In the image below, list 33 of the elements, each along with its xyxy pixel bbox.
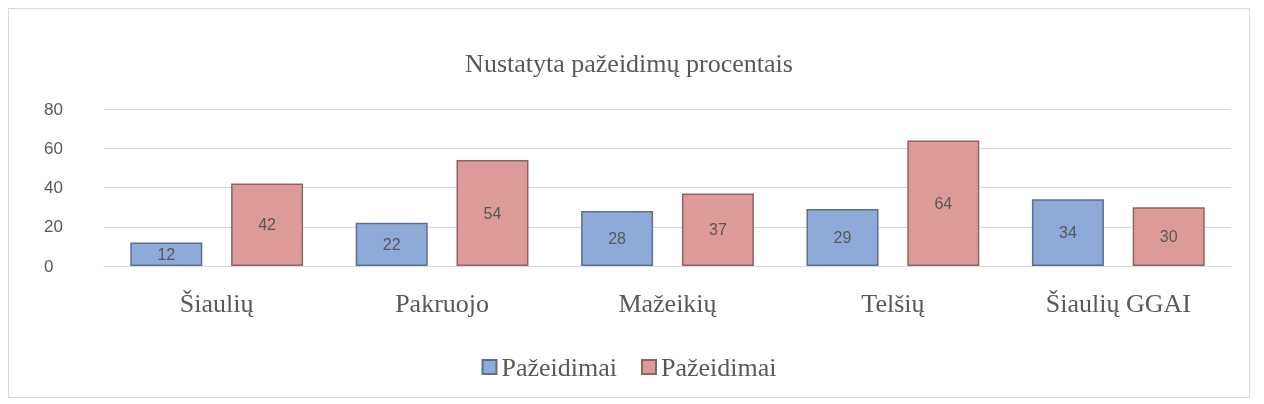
legend-label: Pažeidimai: [501, 352, 617, 382]
y-tick-label: 80: [44, 99, 63, 119]
legend-label: Pažeidimai: [661, 352, 777, 382]
data-label: 12: [157, 245, 176, 263]
data-label: 28: [608, 230, 627, 248]
data-label: 42: [258, 216, 277, 234]
y-tick-label: 40: [44, 178, 63, 197]
bar: [1132, 207, 1205, 266]
bar: [681, 193, 754, 266]
data-label: 34: [1059, 224, 1077, 242]
data-label: 29: [833, 229, 852, 247]
bar: [907, 140, 980, 266]
y-tick-label: 0: [44, 256, 54, 276]
data-label: 64: [934, 194, 953, 212]
y-tick-label: 60: [44, 138, 63, 158]
x-tick-label: Pakruojo: [395, 288, 490, 318]
data-label: 37: [709, 221, 727, 239]
y-tick-label: 20: [44, 217, 63, 237]
bar: [355, 222, 428, 266]
bar: [456, 160, 529, 266]
data-label: 54: [483, 204, 502, 222]
x-tick-label: Mažeikių: [618, 288, 718, 318]
data-label: 22: [382, 235, 401, 253]
chart-title: Nustatyta pažeidimų procentais: [465, 48, 793, 78]
bar: [806, 209, 879, 266]
x-tick-label: Šiaulių: [179, 288, 255, 318]
x-tick-label: Šiaulių GGAI: [1045, 288, 1191, 318]
bar: [581, 211, 654, 266]
data-label: 30: [1159, 228, 1178, 246]
bar: [231, 183, 304, 266]
x-tick-label: Telšių: [861, 288, 926, 318]
bar: [130, 242, 203, 266]
bar: [1031, 199, 1104, 266]
